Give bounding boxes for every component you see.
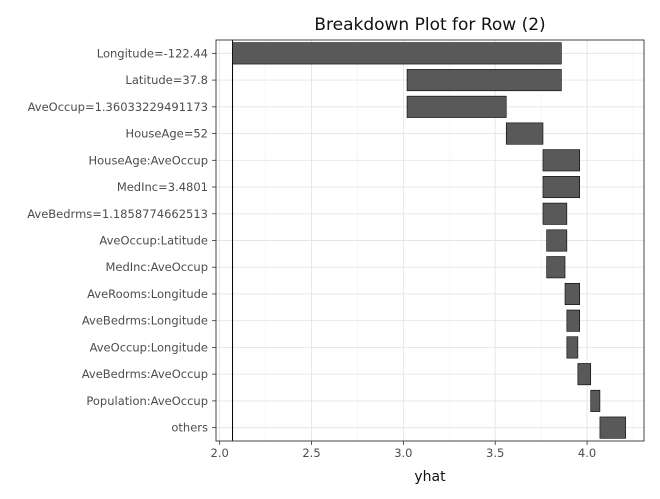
bar	[577, 363, 592, 386]
bar	[406, 95, 507, 118]
x-axis: 2.0 2.5 3.0 3.5 4.0	[211, 441, 596, 460]
y-tick-label: AveBedrms:AveOccup	[82, 367, 208, 381]
y-tick-label: HouseAge=52	[125, 127, 208, 141]
y-tick-label: MedInc=3.4801	[117, 180, 208, 194]
bar	[232, 42, 562, 65]
bar	[542, 149, 581, 172]
bar	[590, 389, 601, 412]
y-tick-label: AveOccup:Longitude	[90, 340, 208, 354]
y-tick-label: AveRooms:Longitude	[87, 287, 208, 301]
bar	[406, 69, 562, 92]
bar	[542, 176, 581, 199]
x-tick-label: 4.0	[578, 446, 596, 460]
bar	[566, 309, 581, 332]
y-axis: Longitude=-122.44 Latitude=37.8 AveOccup=1…	[27, 46, 216, 435]
y-tick-label: others	[171, 421, 208, 435]
bar	[564, 282, 581, 305]
bar	[599, 416, 626, 439]
bar	[505, 122, 544, 145]
y-tick-label: AveBedrms:Longitude	[82, 314, 208, 328]
y-tick-label: HouseAge:AveOccup	[88, 153, 208, 167]
bars-group	[232, 42, 626, 439]
y-tick-label: Population:AveOccup	[86, 394, 208, 408]
y-tick-label: AveBedrms=1.1858774662513	[27, 207, 208, 221]
bar	[546, 229, 568, 252]
bar	[566, 336, 579, 359]
y-tick-label: AveOccup:Latitude	[99, 234, 208, 248]
bar	[542, 202, 568, 225]
bar	[546, 256, 566, 279]
y-tick-label: Longitude=-122.44	[97, 46, 208, 60]
y-tick-label: AveOccup=1.36033229491173	[28, 100, 208, 114]
x-tick-label: 2.5	[302, 446, 320, 460]
x-tick-label: 3.5	[486, 446, 504, 460]
x-tick-label: 3.0	[394, 446, 412, 460]
y-tick-label: Latitude=37.8	[125, 73, 208, 87]
chart-title: Breakdown Plot for Row (2)	[314, 15, 545, 35]
x-tick-label: 2.0	[211, 446, 229, 460]
x-axis-label: yhat	[414, 469, 446, 485]
y-tick-label: MedInc:AveOccup	[105, 260, 208, 274]
